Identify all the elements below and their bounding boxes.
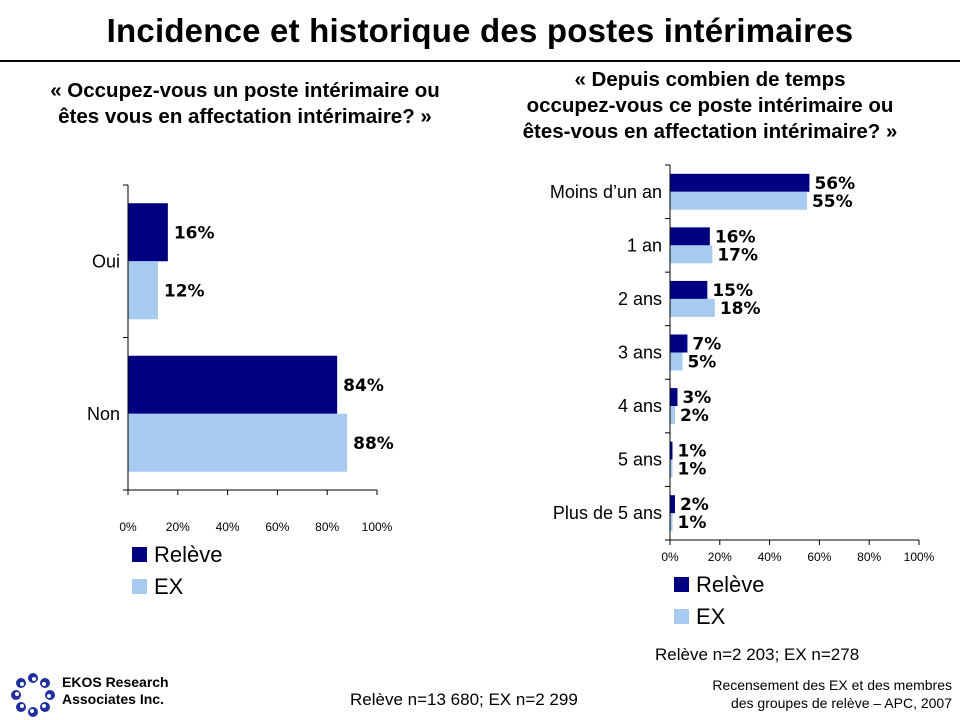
right-value-label-ex-2: 18%	[720, 299, 761, 319]
right-chart-question: « Depuis combien de temps occupez-vous c…	[470, 67, 950, 145]
right-bar-releve-2	[670, 280, 708, 299]
source-note: Recensement des EX et des membres des gr…	[660, 676, 952, 712]
left-value-label-releve-1: 84%	[343, 376, 384, 396]
right-sample-note: Relève n=2 203; EX n=278	[655, 645, 860, 664]
left-value-label-releve-0: 16%	[174, 223, 215, 243]
right-category-label-0: Moins d’un an	[550, 182, 662, 202]
right-x-tick-label-4: 80%	[857, 550, 881, 564]
left-legend-label-releve: Relève	[154, 542, 222, 567]
right-value-label-ex-4: 2%	[680, 406, 709, 426]
right-x-tick-label-5: 100%	[904, 550, 935, 564]
right-legend-label-ex: EX	[696, 604, 726, 629]
right-x-tick-label-3: 60%	[807, 550, 831, 564]
left-question-line-2: êtes vous en affectation intérimaire? »	[58, 105, 432, 128]
source-line-1: Recensement des EX et des membres	[712, 677, 952, 693]
right-category-label-2: 2 ans	[618, 289, 662, 309]
right-value-label-releve-6: 2%	[680, 495, 709, 515]
right-category-label-4: 4 ans	[618, 396, 662, 416]
right-value-label-releve-5: 1%	[677, 442, 706, 462]
right-bar-releve-6	[670, 495, 675, 514]
left-bar-ex-1	[128, 413, 348, 472]
company-name-line-2: Associates Inc.	[62, 691, 164, 707]
right-legend-label-releve: Relève	[696, 572, 764, 597]
right-value-label-releve-2: 15%	[712, 281, 753, 301]
company-name: EKOS Research Associates Inc.	[62, 674, 169, 708]
left-x-tick-label-2: 40%	[216, 520, 240, 534]
right-value-label-releve-0: 56%	[814, 174, 855, 194]
right-bar-releve-1	[670, 227, 710, 246]
left-legend-swatch-releve	[132, 547, 147, 562]
right-bar-releve-3	[670, 334, 688, 353]
left-x-tick-label-0: 0%	[119, 520, 137, 534]
right-value-label-ex-0: 55%	[812, 192, 853, 212]
right-bar-ex-3	[670, 352, 683, 371]
left-category-label-0: Oui	[92, 251, 120, 271]
right-question-line-3: êtes-vous en affectation intérimaire? »	[522, 120, 898, 143]
left-bar-ex-0	[128, 261, 158, 320]
right-x-tick-label-2: 40%	[758, 550, 782, 564]
left-category-label-1: Non	[87, 404, 120, 424]
left-x-tick-label-5: 100%	[362, 520, 393, 534]
right-value-label-ex-5: 1%	[677, 460, 706, 480]
title-divider	[0, 60, 960, 62]
left-x-tick-label-3: 60%	[265, 520, 289, 534]
right-bar-ex-2	[670, 298, 715, 317]
left-legend-label-ex: EX	[154, 574, 184, 599]
right-bar-ex-6	[670, 513, 673, 532]
right-category-label-5: 5 ans	[618, 450, 662, 470]
page-title: Incidence et historique des postes intér…	[106, 12, 854, 49]
right-question-line-2: occupez-vous ce poste intérimaire ou	[526, 94, 894, 117]
source-line-2: des groupes de relève – APC, 2007	[730, 695, 952, 711]
left-value-label-ex-0: 12%	[164, 281, 205, 301]
right-bar-ex-5	[670, 459, 673, 478]
left-sample-note: Relève n=13 680; EX n=2 299	[350, 690, 578, 709]
right-bar-ex-1	[670, 245, 713, 264]
right-value-label-ex-1: 17%	[717, 245, 758, 265]
right-bar-ex-0	[670, 191, 807, 210]
ekos-logo-icon	[11, 673, 55, 717]
right-legend-swatch-releve	[674, 577, 689, 592]
left-x-tick-label-4: 80%	[315, 520, 339, 534]
right-bar-releve-0	[670, 173, 810, 192]
left-x-tick-label-1: 20%	[166, 520, 190, 534]
right-question-line-1: « Depuis combien de temps	[574, 68, 846, 91]
right-value-label-ex-3: 5%	[687, 353, 716, 373]
right-x-tick-label-0: 0%	[661, 550, 679, 564]
right-value-label-releve-1: 16%	[715, 227, 756, 247]
right-category-label-1: 1 an	[627, 235, 662, 255]
left-value-label-ex-1: 88%	[353, 434, 394, 454]
right-value-label-releve-4: 3%	[682, 388, 711, 408]
right-bar-releve-4	[670, 388, 678, 407]
right-category-label-6: Plus de 5 ans	[553, 503, 662, 523]
right-bar-releve-5	[670, 441, 673, 460]
right-legend-swatch-ex	[674, 609, 689, 624]
left-question-line-1: « Occupez-vous un poste intérimaire ou	[50, 79, 440, 102]
right-bar-ex-4	[670, 406, 675, 425]
right-value-label-ex-6: 1%	[677, 513, 706, 533]
left-chart-question: « Occupez-vous un poste intérimaire ou ê…	[20, 78, 470, 130]
right-value-label-releve-3: 7%	[692, 335, 721, 355]
left-legend-swatch-ex	[132, 579, 147, 594]
right-category-label-3: 3 ans	[618, 343, 662, 363]
left-bar-releve-1	[128, 355, 338, 414]
left-bar-releve-0	[128, 203, 168, 262]
company-name-line-1: EKOS Research	[62, 674, 169, 690]
right-x-tick-label-1: 20%	[708, 550, 732, 564]
